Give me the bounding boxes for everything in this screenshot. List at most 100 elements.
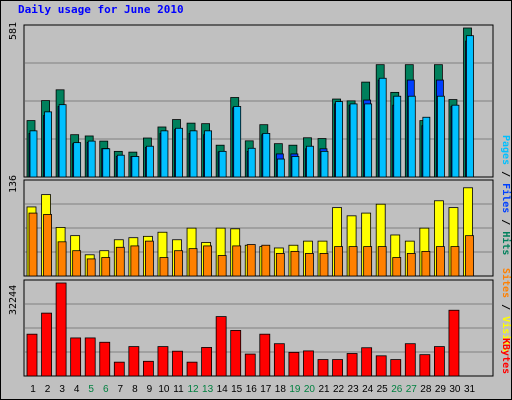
pages-bar (436, 95, 445, 178)
x-tick-label: 20 (304, 384, 316, 395)
pages-bar (175, 127, 183, 178)
pages-bar (233, 106, 242, 178)
side-label-sites: Sites (500, 268, 512, 298)
kbytes-bar (346, 353, 358, 377)
sites-bar (275, 253, 285, 277)
pages-bar (306, 145, 314, 178)
sites-bar (261, 244, 271, 277)
x-tick-label: 28 (420, 384, 432, 395)
pages-bar (145, 145, 154, 178)
sites-bar (217, 255, 227, 277)
sites-bar (465, 235, 474, 277)
pages-bar (29, 130, 38, 178)
pages-bar (44, 111, 52, 178)
kbytes-bar (303, 350, 314, 377)
x-tick-label: 18 (275, 384, 287, 395)
sites-bar (174, 250, 183, 277)
sites-bar (57, 241, 67, 277)
pages-bar (73, 142, 82, 178)
x-tick-label: 29 (435, 384, 447, 395)
side-label-pages: Pages (500, 135, 511, 165)
sites-bar (28, 212, 38, 277)
sites-bar (188, 248, 198, 277)
pages-bar (160, 130, 169, 178)
sites-bar (319, 253, 329, 277)
pages-bar (262, 133, 271, 178)
x-tick-label: 19 (289, 384, 301, 395)
pages-bar (276, 158, 285, 178)
x-tick-label: 1 (30, 384, 36, 395)
x-tick-label: 6 (103, 384, 109, 395)
sites-bar (101, 257, 111, 277)
kbytes-bar (288, 351, 300, 377)
kbytes-bar (201, 347, 213, 377)
sites-bar (232, 245, 242, 277)
x-tick-label: 23 (348, 384, 360, 395)
kbytes-bar (259, 333, 271, 377)
kbytes-bar (375, 355, 387, 377)
side-label-hits: Hits (500, 231, 512, 255)
x-tick-label: 24 (362, 384, 374, 395)
x-axis-labels: 1 2 3 4 5 6 7 8 9 10 11 12 13 14 15 16 17 18 19 20 21 22 23 24 2… (30, 384, 475, 395)
visits-side-label: Sites / Visits (500, 268, 512, 352)
x-tick-label: 7 (118, 384, 124, 395)
x-tick-label: 25 (377, 384, 389, 395)
pages-bar (291, 156, 300, 178)
kbytes-bar (172, 350, 183, 377)
sites-bar (406, 253, 416, 277)
x-tick-label: 4 (74, 384, 80, 395)
sites-bar (334, 246, 343, 277)
x-tick-label: 15 (231, 384, 243, 395)
side-label-sep-1: / (500, 165, 511, 183)
hits-side-label: Pages / Files / Hits (500, 135, 512, 255)
kbytes-bar (84, 337, 96, 377)
x-tick-label: 12 (187, 384, 199, 395)
x-tick-label: 13 (202, 384, 214, 395)
side-label-kbytes: KBytes (500, 338, 511, 374)
kbytes-bar (215, 316, 227, 377)
sites-bar (421, 250, 431, 277)
visits-sites-bars (26, 187, 474, 277)
pages-bar (204, 130, 213, 178)
kbytes-side-label: KBytes (500, 338, 511, 374)
pages-bar (218, 150, 227, 178)
pages-bar (247, 147, 256, 178)
x-tick-label: 26 (391, 384, 403, 395)
sites-bar (450, 246, 460, 277)
hits-files-pages-bars (26, 27, 474, 178)
x-tick-label: 31 (464, 384, 476, 395)
sites-bar (203, 245, 213, 277)
pages-bar (364, 103, 373, 178)
kbytes-bar (99, 341, 111, 377)
kbytes-bar (113, 361, 125, 377)
kbytes-bar (55, 282, 67, 377)
x-tick-label: 3 (59, 384, 65, 395)
kbytes-bar (404, 343, 416, 377)
kbytes-bar (26, 333, 38, 377)
x-tick-label: 21 (318, 384, 330, 395)
sites-bar (377, 246, 387, 277)
pages-bar (378, 77, 387, 178)
pages-bar (422, 116, 431, 178)
kbytes-bar (390, 359, 402, 377)
side-label-sep-3: / (500, 298, 511, 316)
sites-bar (392, 257, 402, 277)
sites-bar (435, 246, 445, 277)
kbytes-bar (273, 343, 285, 377)
kbytes-bar (230, 330, 242, 377)
kbytes-bar (361, 347, 373, 377)
side-label-files: Files (500, 183, 512, 213)
x-tick-label: 14 (217, 384, 229, 395)
sites-bar (144, 240, 154, 277)
x-tick-label: 2 (45, 384, 51, 395)
x-tick-label: 16 (246, 384, 258, 395)
chart-title: Daily usage for June 2010 (18, 3, 184, 16)
kbytes-bar (142, 360, 154, 377)
sites-bar (159, 257, 169, 277)
hits-ymax-label: 581 (8, 22, 19, 40)
x-tick-label: 8 (132, 384, 138, 395)
x-tick-label: 10 (158, 384, 170, 395)
sites-bar (86, 258, 96, 277)
sites-bar (363, 246, 373, 277)
pages-bar (87, 140, 96, 178)
